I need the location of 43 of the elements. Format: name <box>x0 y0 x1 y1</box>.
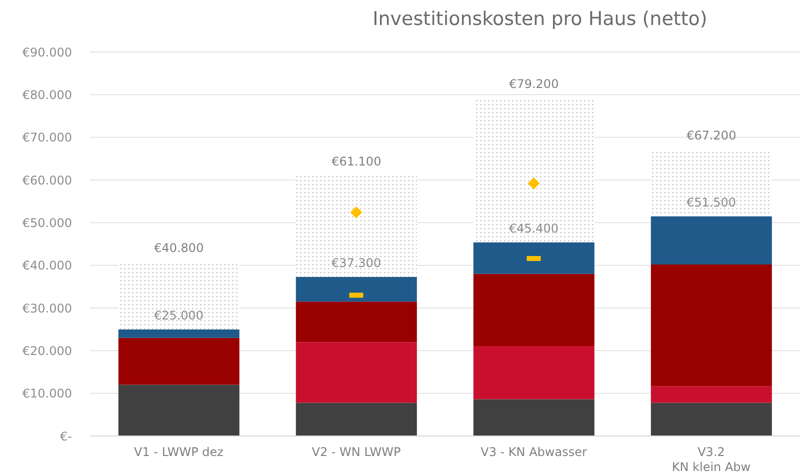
bar <box>473 242 594 274</box>
total-label: €79.200 <box>509 77 559 92</box>
bar <box>118 338 240 385</box>
bar <box>296 302 417 342</box>
y-tick-label: €40.000 <box>22 258 72 273</box>
annotation: €45.400 <box>508 221 559 236</box>
y-tick-label: €60.000 <box>22 173 72 188</box>
x-tick-label: V3 - KN Abwasser <box>480 445 587 459</box>
annotation: €51.500 <box>686 195 736 210</box>
bar <box>296 175 417 277</box>
bar <box>650 149 772 216</box>
bar <box>296 342 417 403</box>
y-tick-label: €50.000 <box>22 216 72 230</box>
bar <box>118 384 240 436</box>
bar <box>296 276 417 302</box>
bar <box>118 329 240 338</box>
y-tick-label: €30.000 <box>22 301 72 316</box>
total-label: €61.100 <box>332 154 382 168</box>
x-tick-label: V3.2 KN klein Abw <box>672 445 751 472</box>
bar <box>650 216 772 264</box>
y-tick-label: €10.000 <box>22 386 72 401</box>
bar <box>296 402 417 436</box>
bar <box>473 274 594 346</box>
bar <box>473 346 594 400</box>
bar <box>650 402 772 436</box>
point <box>350 206 362 218</box>
point <box>528 177 540 190</box>
bar <box>650 264 772 386</box>
y-tick-label: €70.000 <box>22 130 72 145</box>
annotation: €37.300 <box>331 256 382 270</box>
total-label: €40.800 <box>154 240 204 255</box>
x-tick-label: V2 - WN LWWP <box>312 445 401 459</box>
bar <box>650 386 772 403</box>
chart-title: Investitionskosten pro Haus (netto) <box>372 8 708 30</box>
bar <box>473 399 594 436</box>
total-label: €67.200 <box>686 128 736 142</box>
y-tick-label: €20.000 <box>22 344 72 358</box>
y-tick-label: €- <box>60 429 72 444</box>
bar <box>473 98 594 242</box>
x-tick-label: V1 - LWWP dez <box>134 445 224 459</box>
annotation: €25.000 <box>154 308 204 322</box>
y-tick-label: €90.000 <box>22 45 72 60</box>
y-tick-label: €80.000 <box>22 88 72 102</box>
